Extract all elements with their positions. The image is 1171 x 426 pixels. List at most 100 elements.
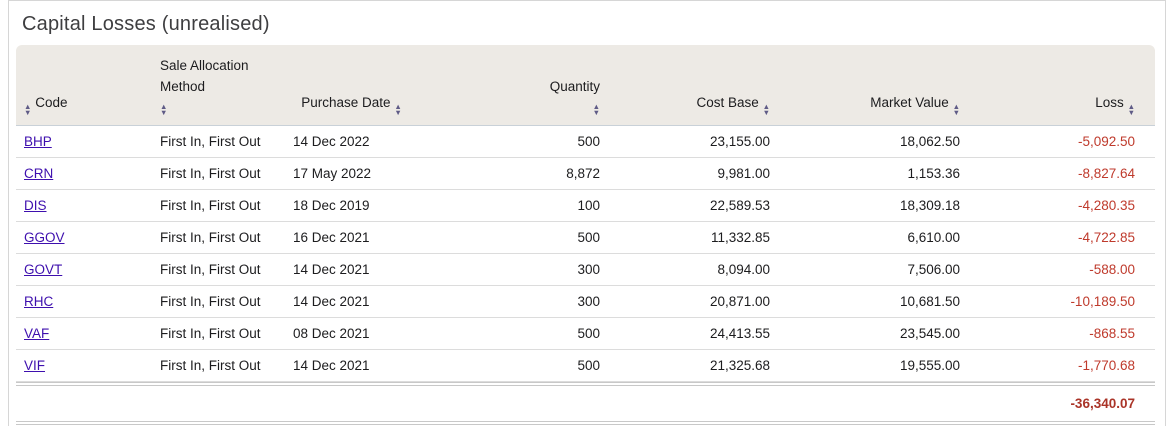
cell-cost_base: 20,871.00 [608, 286, 778, 318]
cell-sale_allocation_method: First In, First Out [152, 222, 285, 254]
cell-market_value: 23,545.00 [778, 318, 968, 350]
column-label-purchase_date: Purchase Date [301, 95, 391, 110]
cell-purchase_date: 14 Dec 2021 [285, 350, 418, 382]
table-row: RHC First In, First Out 14 Dec 2021 300 20,8… [16, 286, 1155, 318]
table-row: CRN First In, First Out 17 May 2022 8,872 9,… [16, 158, 1155, 190]
sort-icon[interactable]: ▲ ▼ [1127, 102, 1135, 117]
cell-quantity: 500 [418, 318, 608, 350]
column-header-loss[interactable]: Loss ▲ ▼ [968, 45, 1155, 126]
cell-purchase_date: 14 Dec 2021 [285, 254, 418, 286]
cell-quantity: 300 [418, 254, 608, 286]
cell-sale_allocation_method: First In, First Out [152, 318, 285, 350]
cell-code: BHP [16, 126, 152, 158]
sort-icon[interactable]: ▲ ▼ [762, 102, 770, 117]
cell-purchase_date: 14 Dec 2021 [285, 286, 418, 318]
column-label-cost_base: Cost Base [696, 95, 759, 110]
cell-loss: -5,092.50 [968, 126, 1155, 158]
cell-loss: -1,770.68 [968, 350, 1155, 382]
column-label-quantity: Quantity [549, 79, 600, 94]
column-header-purchase_date[interactable]: Purchase Date ▲ ▼ [285, 45, 418, 126]
column-header-market_value[interactable]: Market Value ▲ ▼ [778, 45, 968, 126]
cell-code: VIF [16, 350, 152, 382]
cell-cost_base: 22,589.53 [608, 190, 778, 222]
cell-sale_allocation_method: First In, First Out [152, 254, 285, 286]
cell-sale_allocation_method: First In, First Out [152, 190, 285, 222]
cell-loss: -4,280.35 [968, 190, 1155, 222]
cell-purchase_date: 14 Dec 2022 [285, 126, 418, 158]
cell-cost_base: 24,413.55 [608, 318, 778, 350]
total-row: -36,340.07 [16, 381, 1155, 425]
column-label-sale_allocation_method: Sale Allocation Method [160, 58, 249, 94]
cell-code: CRN [16, 158, 152, 190]
cell-sale_allocation_method: First In, First Out [152, 350, 285, 382]
cell-loss: -4,722.85 [968, 222, 1155, 254]
cell-cost_base: 21,325.68 [608, 350, 778, 382]
table-row: VIF First In, First Out 14 Dec 2021 500 21,3… [16, 350, 1155, 382]
cell-loss: -588.00 [968, 254, 1155, 286]
cell-loss: -868.55 [968, 318, 1155, 350]
column-header-cost_base[interactable]: Cost Base ▲ ▼ [608, 45, 778, 126]
code-link[interactable]: VIF [24, 357, 46, 373]
cell-purchase_date: 08 Dec 2021 [285, 318, 418, 350]
cell-cost_base: 11,332.85 [608, 222, 778, 254]
cell-code: RHC [16, 286, 152, 318]
cell-market_value: 6,610.00 [778, 222, 968, 254]
cell-quantity: 500 [418, 126, 608, 158]
cell-market_value: 18,309.18 [778, 190, 968, 222]
cell-cost_base: 9,981.00 [608, 158, 778, 190]
sort-icon[interactable]: ▲ ▼ [394, 102, 402, 117]
table-header: ▲ ▼ Code Sale Allocation Method ▲ ▼ Purchase … [16, 45, 1155, 126]
cell-loss: -8,827.64 [968, 158, 1155, 190]
column-header-code[interactable]: ▲ ▼ Code [16, 45, 152, 126]
cell-code: GGOV [16, 222, 152, 254]
table-row: GOVT First In, First Out 14 Dec 2021 300 8,0… [16, 254, 1155, 286]
cell-purchase_date: 18 Dec 2019 [285, 190, 418, 222]
code-link[interactable]: GGOV [24, 229, 65, 245]
column-label-loss: Loss [1095, 95, 1124, 110]
cell-sale_allocation_method: First In, First Out [152, 126, 285, 158]
table-row: DIS First In, First Out 18 Dec 2019 100 22,5… [16, 190, 1155, 222]
cell-code: DIS [16, 190, 152, 222]
column-label-code: Code [35, 95, 68, 110]
sort-icon[interactable]: ▲ ▼ [24, 102, 32, 117]
code-link[interactable]: GOVT [24, 261, 63, 277]
table-row: BHP First In, First Out 14 Dec 2022 500 23,1… [16, 126, 1155, 158]
cell-quantity: 300 [418, 286, 608, 318]
code-link[interactable]: VAF [24, 325, 50, 341]
cell-sale_allocation_method: First In, First Out [152, 158, 285, 190]
code-link[interactable]: CRN [24, 165, 54, 181]
code-link[interactable]: BHP [24, 133, 52, 149]
content-frame: Capital Losses (unrealised) ▲ ▼ Code Sale … [8, 0, 1166, 426]
sort-icon[interactable]: ▲ ▼ [952, 102, 960, 117]
cell-cost_base: 23,155.00 [608, 126, 778, 158]
cell-market_value: 7,506.00 [778, 254, 968, 286]
cell-quantity: 8,872 [418, 158, 608, 190]
table-body: BHP First In, First Out 14 Dec 2022 500 23,1… [16, 126, 1155, 382]
column-label-market_value: Market Value [870, 95, 949, 110]
cell-quantity: 100 [418, 190, 608, 222]
table-row: VAF First In, First Out 08 Dec 2021 500 24,4… [16, 318, 1155, 350]
code-link[interactable]: DIS [24, 197, 47, 213]
cell-quantity: 500 [418, 222, 608, 254]
cell-sale_allocation_method: First In, First Out [152, 286, 285, 318]
cell-cost_base: 8,094.00 [608, 254, 778, 286]
sort-icon[interactable]: ▲ ▼ [592, 102, 600, 117]
sort-icon[interactable]: ▲ ▼ [160, 102, 168, 117]
cell-market_value: 1,153.36 [778, 158, 968, 190]
column-header-quantity[interactable]: Quantity ▲ ▼ [418, 45, 608, 126]
table-row: GGOV First In, First Out 16 Dec 2021 500 11,… [16, 222, 1155, 254]
header-row: ▲ ▼ Code Sale Allocation Method ▲ ▼ Purchase … [16, 45, 1155, 126]
cell-code: GOVT [16, 254, 152, 286]
cell-loss: -10,189.50 [968, 286, 1155, 318]
cell-code: VAF [16, 318, 152, 350]
cell-market_value: 19,555.00 [778, 350, 968, 382]
total-row-spacer [16, 381, 968, 425]
cell-market_value: 18,062.50 [778, 126, 968, 158]
column-header-sale_allocation_method[interactable]: Sale Allocation Method ▲ ▼ [152, 45, 285, 126]
capital-losses-table: ▲ ▼ Code Sale Allocation Method ▲ ▼ Purchase … [16, 45, 1155, 425]
table-footer: -36,340.07 [16, 381, 1155, 425]
cell-quantity: 500 [418, 350, 608, 382]
cell-market_value: 10,681.50 [778, 286, 968, 318]
page-title: Capital Losses (unrealised) [22, 13, 270, 35]
code-link[interactable]: RHC [24, 293, 54, 309]
